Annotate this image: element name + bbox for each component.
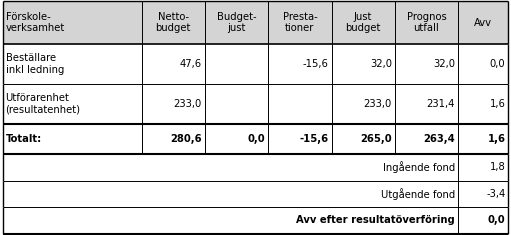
Text: Presta-
tioner: Presta- tioner (283, 12, 317, 33)
Text: -15,6: -15,6 (303, 59, 329, 69)
Text: 1,8: 1,8 (490, 162, 505, 172)
Text: Netto-
budget: Netto- budget (155, 12, 191, 33)
Text: Utgående fond: Utgående fond (381, 188, 455, 200)
Text: Beställare
inkl ledning: Beställare inkl ledning (6, 53, 64, 75)
Text: Utförarenhet
(resultatenhet): Utförarenhet (resultatenhet) (6, 93, 81, 115)
Text: 32,0: 32,0 (433, 59, 455, 69)
Text: Ingående fond: Ingående fond (383, 161, 455, 173)
Bar (3, 124, 508, 154)
Text: 265,0: 265,0 (360, 134, 392, 144)
Text: Avv: Avv (474, 18, 492, 27)
Bar (3, 207, 508, 234)
Text: 233,0: 233,0 (363, 99, 392, 109)
Text: 0,0: 0,0 (488, 215, 505, 226)
Text: -15,6: -15,6 (299, 134, 329, 144)
Bar (3, 154, 508, 180)
Bar (3, 180, 508, 207)
Text: Förskole-
verksamhet: Förskole- verksamhet (6, 12, 65, 33)
Text: 263,4: 263,4 (423, 134, 455, 144)
Text: Just
budget: Just budget (345, 12, 381, 33)
Text: 280,6: 280,6 (170, 134, 202, 144)
Text: 233,0: 233,0 (174, 99, 202, 109)
Text: Totalt:: Totalt: (6, 134, 42, 144)
Text: Avv efter resultatöverföring: Avv efter resultatöverföring (296, 215, 455, 226)
Text: 0,0: 0,0 (247, 134, 265, 144)
Text: 0,0: 0,0 (490, 59, 505, 69)
Bar (3, 84, 508, 124)
Text: Budget-
just: Budget- just (217, 12, 257, 33)
Text: -3,4: -3,4 (486, 189, 505, 199)
Text: 1,6: 1,6 (487, 134, 505, 144)
Text: 231,4: 231,4 (427, 99, 455, 109)
Text: 1,6: 1,6 (490, 99, 505, 109)
Text: 32,0: 32,0 (370, 59, 392, 69)
Text: 47,6: 47,6 (180, 59, 202, 69)
Bar (3, 1, 508, 44)
Text: Prognos
utfall: Prognos utfall (407, 12, 447, 33)
Bar (3, 44, 508, 84)
